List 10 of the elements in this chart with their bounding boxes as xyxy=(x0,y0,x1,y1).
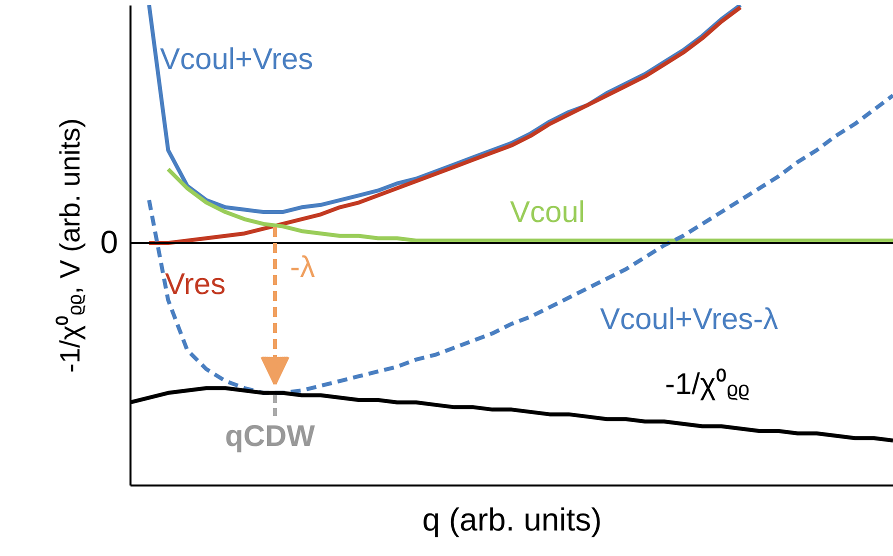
series-label: -1/χ⁰ᵨᵨ xyxy=(665,368,750,401)
series-label: Vcoul xyxy=(510,196,586,229)
series-label: Vres xyxy=(165,268,226,301)
y-axis-title: -1/χ⁰ᵨᵨ, V (arb. units) xyxy=(54,118,86,373)
x-axis-title: q (arb. units) xyxy=(422,502,602,538)
annotation: qCDW xyxy=(225,420,316,453)
series-label: Vcoul+Vres-λ xyxy=(600,303,778,336)
annotation: -λ xyxy=(290,251,315,284)
series-label: Vcoul+Vres xyxy=(160,43,314,76)
ref-line-label: 0 xyxy=(100,224,118,260)
